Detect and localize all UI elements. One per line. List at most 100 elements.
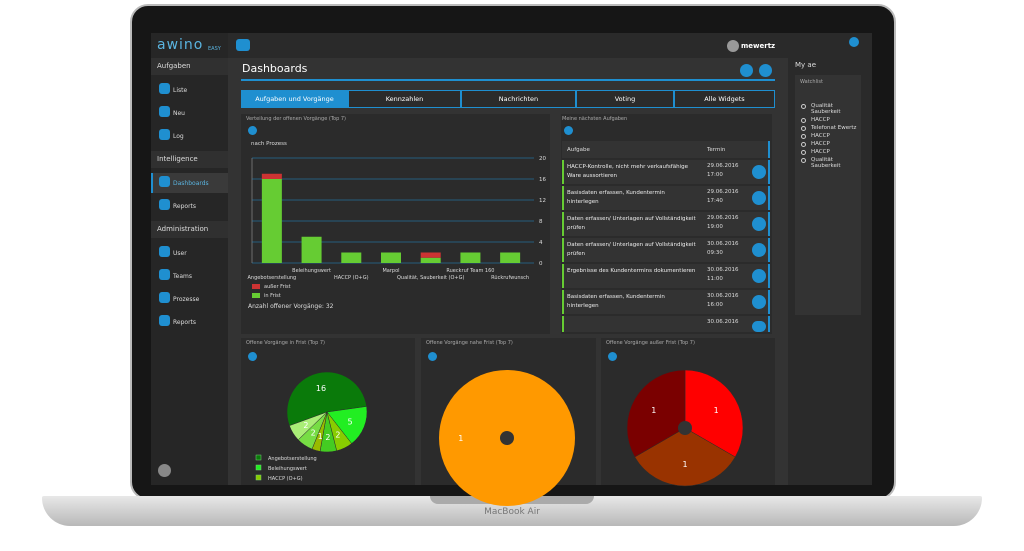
watch-icon (801, 134, 806, 139)
nav-icon (159, 83, 170, 94)
task-text[interactable]: Daten erfassen/ Unterlagen auf Vollständ… (567, 216, 696, 231)
watch-item[interactable]: Qualität Sauberkeit (801, 103, 859, 115)
x-tick-label: Rückrufwunsch (491, 275, 529, 281)
sidebar-section[interactable]: Aufgaben (157, 62, 191, 70)
settings-button[interactable] (759, 64, 772, 77)
view-button[interactable] (752, 217, 766, 231)
watch-item[interactable]: HACCP (801, 141, 859, 147)
tab[interactable]: Aufgaben und Vorgänge (241, 90, 348, 108)
legend-swatch (255, 464, 262, 471)
slice-label: 1 (458, 434, 463, 443)
user-name[interactable]: mewertz (741, 42, 776, 50)
panel-refresh[interactable] (564, 126, 573, 135)
watch-item[interactable]: HACCP (801, 149, 859, 155)
nav-item[interactable]: Dashboards (173, 180, 209, 187)
active-item (151, 173, 228, 193)
nav-item[interactable]: Log (173, 133, 184, 140)
slice-label: 16 (316, 384, 326, 393)
nav-item[interactable]: Prozesse (173, 296, 200, 303)
tab[interactable]: Nachrichten (461, 90, 576, 108)
panel-refresh[interactable] (248, 126, 257, 135)
view-button[interactable] (752, 165, 766, 179)
sidebar-section[interactable]: Administration (157, 225, 209, 233)
view-button[interactable] (752, 191, 766, 205)
watch-item[interactable]: Telefonat Ewertz (801, 125, 859, 131)
bar-panel (241, 114, 550, 334)
slice-label: 1 (682, 460, 687, 469)
nav-icon (159, 199, 170, 210)
task-date: 30.06.2016 (707, 319, 739, 325)
view-button[interactable] (752, 295, 766, 309)
watch-icon (801, 126, 806, 131)
y-tick-label: 20 (539, 156, 546, 162)
sidebar-section[interactable]: Intelligence (157, 155, 198, 163)
slice-label: 1 (318, 432, 323, 441)
view-button[interactable] (752, 321, 766, 332)
watch-item[interactable]: Qualität Sauberkeit (801, 157, 859, 169)
legend-label: in Frist (264, 293, 281, 299)
x-tick-label: HACCP (O+G) (334, 275, 369, 281)
task-date: 29.06.2016 (707, 189, 739, 195)
nav-item[interactable]: User (173, 250, 187, 257)
task-text[interactable]: Daten erfassen/ Unterlagen auf Vollständ… (567, 242, 696, 257)
watch-item[interactable]: HACCP (801, 117, 859, 123)
nav-icon (159, 269, 170, 280)
watchlist: Qualität Sauberkeit HACCP Telefonat Ewertz… (795, 75, 861, 315)
top-bar (228, 33, 788, 58)
task-text[interactable]: Basisdaten erfassen, Kundentermin hinter… (567, 294, 665, 309)
pie-center (500, 431, 514, 445)
bar-segment (420, 257, 441, 263)
table-row (562, 160, 770, 184)
column-header: Aufgabe (567, 147, 590, 153)
collapse-button[interactable] (158, 464, 171, 477)
logo-edition: EASY (208, 46, 221, 52)
nav-item[interactable]: Reports (173, 319, 197, 326)
task-text[interactable]: Ergebnisse des Kundentermins dokumentier… (567, 268, 696, 274)
tab[interactable]: Kennzahlen (348, 90, 461, 108)
view-button[interactable] (752, 243, 766, 257)
nav-icon (159, 246, 170, 257)
bar-segment (341, 252, 362, 263)
bar-segment (420, 252, 441, 258)
nav-icon (159, 315, 170, 326)
page-title: Dashboards (242, 62, 308, 75)
pie-center (678, 421, 692, 435)
avatar[interactable] (727, 40, 739, 52)
watch-item[interactable]: HACCP (801, 133, 859, 139)
watch-icon (801, 118, 806, 123)
logo: awino (157, 37, 204, 53)
slice-label: 1 (714, 406, 719, 415)
pie-slice (289, 411, 328, 441)
nav-icon (159, 292, 170, 303)
pie-slice (684, 369, 744, 458)
panel-refresh[interactable] (428, 352, 437, 361)
x-tick-label: Qualität, Sauberkeit (O+G) (397, 275, 465, 281)
home-button[interactable] (236, 39, 250, 51)
tab[interactable]: Voting (576, 90, 674, 108)
legend-label: außer Frist (264, 284, 291, 290)
slice-label: 5 (347, 417, 352, 426)
nav-item[interactable]: Teams (173, 273, 192, 280)
watch-icon (801, 104, 806, 109)
task-time: 11:00 (707, 276, 723, 282)
chart-selector[interactable]: nach Prozess (251, 141, 287, 147)
chart-title: Verteilung der offenen Vorgänge (Top 7) (246, 116, 346, 122)
nav-item[interactable]: Liste (173, 87, 188, 94)
task-text[interactable]: HACCP-Kontrolle, nicht mehr verkaufsfähi… (567, 164, 688, 179)
nav-item[interactable]: Reports (173, 203, 197, 210)
refresh-button[interactable] (740, 64, 753, 77)
task-text[interactable]: Basisdaten erfassen, Kundentermin hinter… (567, 190, 665, 205)
slice-label: 2 (335, 430, 340, 439)
slice-label: 2 (303, 421, 308, 430)
panel-refresh[interactable] (608, 352, 617, 361)
slice-label: 1 (651, 406, 656, 415)
tab[interactable]: Alle Widgets (674, 90, 775, 108)
task-date: 29.06.2016 (707, 215, 739, 221)
table-row (562, 316, 770, 332)
panel-refresh[interactable] (248, 352, 257, 361)
watch-icon (801, 142, 806, 147)
right-panel-title[interactable]: My ae (795, 61, 817, 69)
view-button[interactable] (752, 269, 766, 283)
nav-item[interactable]: Neu (173, 110, 185, 117)
help-button[interactable] (849, 37, 859, 47)
